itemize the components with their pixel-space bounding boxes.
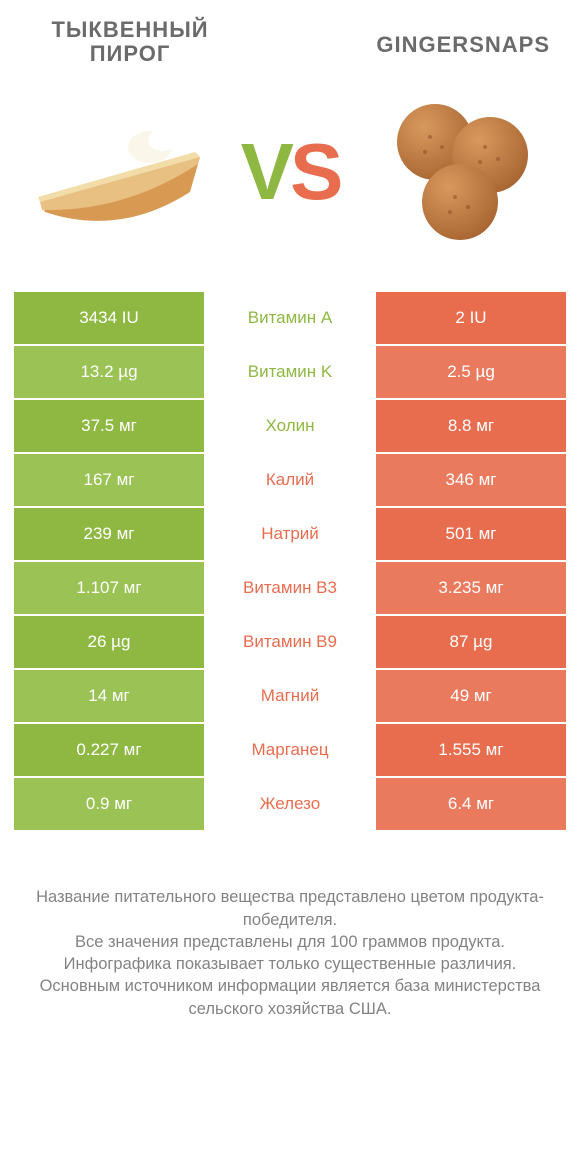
nutrient-label: Железо xyxy=(204,778,376,830)
table-row: 14 мгМагний49 мг xyxy=(14,670,566,722)
images-row: VS xyxy=(0,72,580,292)
right-value-cell: 501 мг xyxy=(376,508,566,560)
footer-notes: Название питательного вещества представл… xyxy=(0,832,580,1020)
nutrient-label: Витамин K xyxy=(204,346,376,398)
table-row: 37.5 мгХолин8.8 мг xyxy=(14,400,566,452)
nutrient-label: Холин xyxy=(204,400,376,452)
footer-line: Название питательного вещества представл… xyxy=(28,886,552,931)
nutrient-label: Витамин A xyxy=(204,292,376,344)
vs-label: VS xyxy=(241,132,340,212)
left-value-cell: 1.107 мг xyxy=(14,562,204,614)
footer-line: Основным источником информации является … xyxy=(28,975,552,1020)
vs-s: S xyxy=(290,127,339,216)
table-row: 1.107 мгВитамин B33.235 мг xyxy=(14,562,566,614)
left-value-cell: 37.5 мг xyxy=(14,400,204,452)
footer-line: Все значения представлены для 100 граммо… xyxy=(28,931,552,953)
nutrient-label: Калий xyxy=(204,454,376,506)
gingersnaps-icon xyxy=(370,97,550,247)
right-value-cell: 2.5 µg xyxy=(376,346,566,398)
header: ТЫКВЕННЫЙ ПИРОГ GINGERSNAPS xyxy=(0,0,580,72)
table-row: 239 мгНатрий501 мг xyxy=(14,508,566,560)
nutrient-label: Магний xyxy=(204,670,376,722)
nutrient-label: Натрий xyxy=(204,508,376,560)
pumpkin-pie-icon xyxy=(30,97,210,247)
left-value-cell: 167 мг xyxy=(14,454,204,506)
left-value-cell: 239 мг xyxy=(14,508,204,560)
right-value-cell: 2 IU xyxy=(376,292,566,344)
vs-v: V xyxy=(241,127,290,216)
table-row: 26 µgВитамин B987 µg xyxy=(14,616,566,668)
nutrient-label: Витамин B9 xyxy=(204,616,376,668)
table-row: 167 мгКалий346 мг xyxy=(14,454,566,506)
left-value-cell: 0.227 мг xyxy=(14,724,204,776)
table-row: 3434 IUВитамин A2 IU xyxy=(14,292,566,344)
footer-line: Инфографика показывает только существенн… xyxy=(28,953,552,975)
table-row: 0.9 мгЖелезо6.4 мг xyxy=(14,778,566,830)
left-product-title: ТЫКВЕННЫЙ ПИРОГ xyxy=(30,18,230,66)
comparison-table: 3434 IUВитамин A2 IU13.2 µgВитамин K2.5 … xyxy=(0,292,580,830)
right-product-title: GINGERSNAPS xyxy=(350,18,550,58)
right-value-cell: 346 мг xyxy=(376,454,566,506)
nutrient-label: Витамин B3 xyxy=(204,562,376,614)
title-line: ТЫКВЕННЫЙ xyxy=(30,18,230,42)
right-value-cell: 3.235 мг xyxy=(376,562,566,614)
nutrient-label: Марганец xyxy=(204,724,376,776)
right-value-cell: 1.555 мг xyxy=(376,724,566,776)
right-value-cell: 87 µg xyxy=(376,616,566,668)
right-value-cell: 8.8 мг xyxy=(376,400,566,452)
left-value-cell: 14 мг xyxy=(14,670,204,722)
left-value-cell: 13.2 µg xyxy=(14,346,204,398)
left-value-cell: 0.9 мг xyxy=(14,778,204,830)
table-row: 13.2 µgВитамин K2.5 µg xyxy=(14,346,566,398)
title-line: ПИРОГ xyxy=(30,42,230,66)
right-value-cell: 49 мг xyxy=(376,670,566,722)
left-value-cell: 26 µg xyxy=(14,616,204,668)
table-row: 0.227 мгМарганец1.555 мг xyxy=(14,724,566,776)
left-value-cell: 3434 IU xyxy=(14,292,204,344)
right-value-cell: 6.4 мг xyxy=(376,778,566,830)
